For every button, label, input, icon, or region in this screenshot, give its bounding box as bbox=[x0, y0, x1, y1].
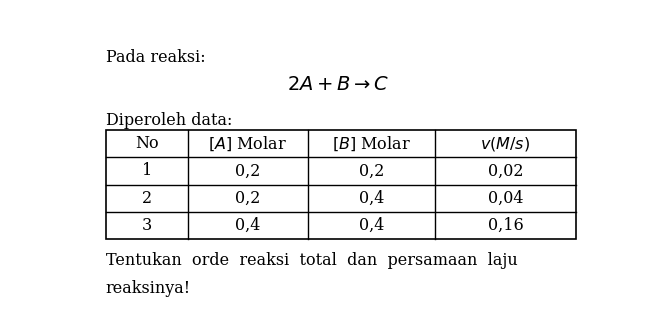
Text: $v(M/s)$: $v(M/s)$ bbox=[480, 135, 531, 153]
Text: $[B]$ Molar: $[B]$ Molar bbox=[332, 135, 411, 153]
Text: Diperoleh data:: Diperoleh data: bbox=[106, 112, 232, 129]
Text: 2: 2 bbox=[142, 190, 152, 207]
Text: Pada reaksi:: Pada reaksi: bbox=[106, 49, 205, 66]
Text: 0,2: 0,2 bbox=[235, 190, 261, 207]
Text: 0,4: 0,4 bbox=[358, 190, 384, 207]
Text: 0,2: 0,2 bbox=[235, 162, 261, 179]
Text: 0,02: 0,02 bbox=[488, 162, 523, 179]
Text: 0,2: 0,2 bbox=[358, 162, 384, 179]
Text: 0,04: 0,04 bbox=[488, 190, 523, 207]
Text: 0,16: 0,16 bbox=[488, 217, 523, 234]
Text: $[A]$ Molar: $[A]$ Molar bbox=[209, 135, 287, 153]
Text: 1: 1 bbox=[141, 162, 152, 179]
Text: 3: 3 bbox=[141, 217, 152, 234]
Text: 0,4: 0,4 bbox=[358, 217, 384, 234]
Text: 0,4: 0,4 bbox=[235, 217, 261, 234]
Text: reaksinya!: reaksinya! bbox=[106, 280, 191, 297]
Text: Tentukan  orde  reaksi  total  dan  persamaan  laju: Tentukan orde reaksi total dan persamaan… bbox=[106, 252, 517, 269]
Bar bbox=[106, 131, 576, 239]
Text: $2A + B \rightarrow C$: $2A + B \rightarrow C$ bbox=[287, 76, 389, 94]
Text: No: No bbox=[135, 136, 158, 152]
